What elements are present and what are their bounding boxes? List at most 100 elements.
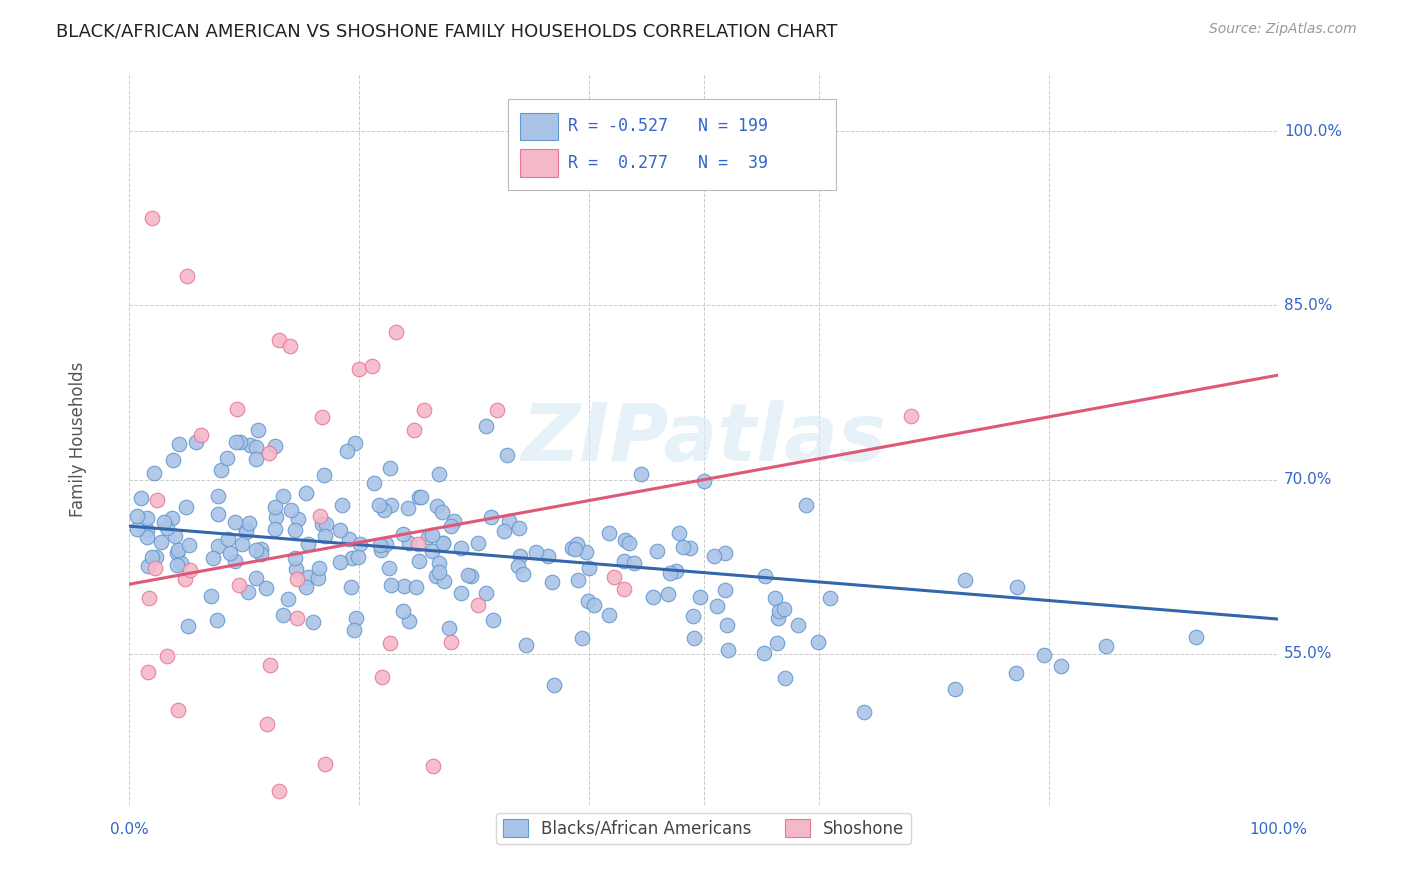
Point — [623, 556, 645, 570]
Point — [668, 525, 690, 540]
Point — [1005, 580, 1028, 594]
Point — [284, 551, 307, 566]
Point — [467, 599, 489, 613]
Point — [450, 586, 472, 600]
Point — [385, 325, 408, 339]
Point — [373, 502, 395, 516]
Point — [259, 658, 281, 673]
Point — [378, 636, 401, 650]
Point — [794, 498, 817, 512]
Point — [165, 529, 187, 543]
Point — [482, 613, 505, 627]
Point — [280, 502, 302, 516]
Point — [412, 403, 434, 417]
Point — [135, 523, 157, 537]
Point — [225, 402, 247, 417]
Point — [337, 533, 360, 547]
Point — [347, 362, 370, 376]
Point — [200, 589, 222, 603]
Point — [703, 549, 725, 563]
Point — [343, 436, 366, 450]
Point — [329, 523, 352, 537]
Point — [166, 558, 188, 573]
Point — [370, 542, 392, 557]
Point — [250, 542, 273, 557]
Point — [598, 525, 620, 540]
Point — [371, 670, 394, 684]
Point — [231, 537, 253, 551]
Point — [818, 591, 841, 606]
Point — [207, 540, 229, 554]
Point — [567, 537, 589, 551]
Point — [235, 524, 257, 539]
Point — [375, 537, 398, 551]
Point — [689, 590, 711, 604]
Point — [228, 577, 250, 591]
Point — [853, 705, 876, 719]
Point — [524, 545, 547, 559]
Point — [340, 580, 363, 594]
Point — [506, 559, 529, 574]
Point — [495, 448, 517, 462]
Point — [430, 505, 453, 519]
Point — [368, 498, 391, 512]
Point — [443, 514, 465, 528]
Point — [238, 584, 260, 599]
Point — [217, 532, 239, 546]
Point — [235, 522, 257, 536]
Point — [467, 536, 489, 550]
Point — [427, 467, 450, 482]
Point — [425, 499, 447, 513]
Point — [162, 452, 184, 467]
Text: ZIPatlas: ZIPatlas — [522, 400, 886, 478]
Point — [254, 581, 277, 595]
Point — [177, 538, 200, 552]
Point — [754, 568, 776, 582]
Point — [136, 665, 159, 679]
Point — [295, 580, 318, 594]
Point — [420, 544, 443, 558]
Point — [229, 434, 252, 449]
Point — [716, 618, 738, 632]
Point — [205, 613, 228, 627]
Point — [287, 511, 309, 525]
Point — [578, 561, 600, 575]
Text: R = -0.527   N = 199: R = -0.527 N = 199 — [568, 118, 768, 136]
Point — [294, 486, 316, 500]
Point — [603, 570, 626, 584]
Point — [311, 516, 333, 531]
Point — [576, 594, 599, 608]
Point — [143, 561, 166, 575]
Point — [420, 528, 443, 542]
Point — [498, 514, 520, 528]
Point — [127, 522, 149, 536]
Point — [427, 566, 450, 580]
Point — [314, 757, 336, 772]
Point — [297, 570, 319, 584]
Point — [1005, 665, 1028, 680]
Legend: Blacks/African Americans, Shoshone: Blacks/African Americans, Shoshone — [496, 813, 911, 844]
Point — [314, 529, 336, 543]
Point — [256, 716, 278, 731]
Point — [440, 519, 463, 533]
Point — [682, 608, 704, 623]
Point — [284, 523, 307, 537]
Point — [714, 546, 737, 560]
Point — [314, 467, 336, 482]
Point — [714, 583, 737, 598]
Point — [246, 423, 269, 437]
Point — [209, 463, 232, 477]
Point — [166, 546, 188, 560]
Point — [406, 537, 429, 551]
Point — [297, 537, 319, 551]
Point — [267, 333, 290, 347]
Point — [344, 611, 367, 625]
Point — [309, 508, 332, 523]
Point — [460, 569, 482, 583]
Point — [170, 557, 193, 571]
FancyBboxPatch shape — [520, 149, 558, 177]
Point — [408, 491, 430, 505]
FancyBboxPatch shape — [520, 112, 558, 140]
Point — [402, 423, 425, 437]
Point — [574, 544, 596, 558]
